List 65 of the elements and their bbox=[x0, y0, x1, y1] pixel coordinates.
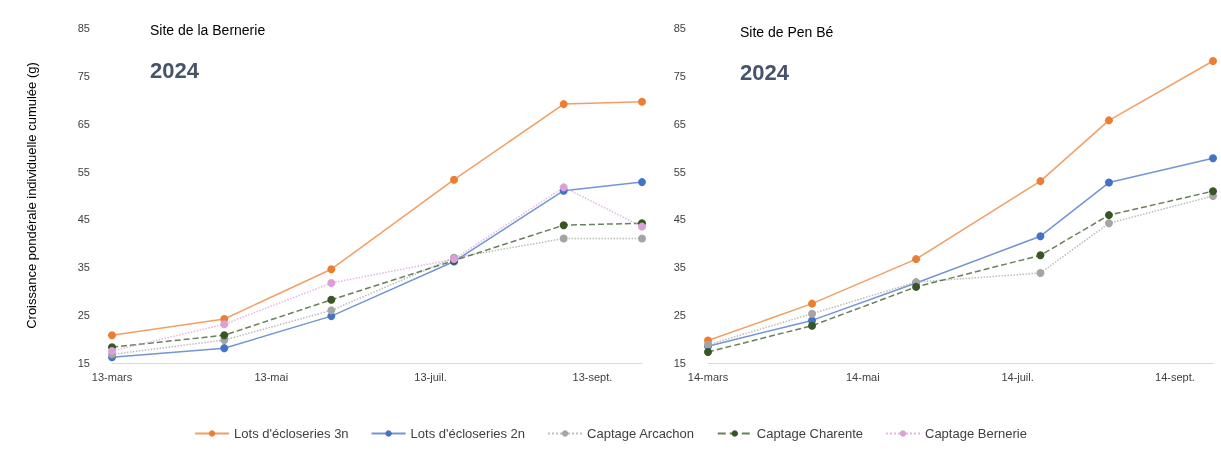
y-tick-label: 85 bbox=[77, 22, 90, 34]
text: 2024 bbox=[740, 59, 790, 85]
point bbox=[638, 178, 646, 187]
point bbox=[1209, 187, 1217, 196]
y-tick-label: 45 bbox=[77, 213, 90, 226]
legend-label: Lots d'écloseries 2n bbox=[410, 426, 526, 441]
x-tick-label: 14-sept. bbox=[1155, 370, 1195, 383]
point bbox=[808, 299, 817, 308]
y-tick-label: 35 bbox=[77, 261, 90, 274]
y-tick-label: 25 bbox=[673, 309, 686, 322]
point bbox=[1209, 154, 1217, 163]
point bbox=[327, 306, 336, 315]
y-tick-label: 45 bbox=[673, 213, 686, 226]
point bbox=[704, 347, 712, 356]
y-tick-label: 25 bbox=[77, 309, 90, 322]
y-tick-label: 75 bbox=[673, 69, 686, 82]
legend-label: Captage Charente bbox=[756, 426, 864, 441]
y-tick-label: 35 bbox=[673, 261, 686, 274]
point bbox=[559, 221, 568, 230]
point bbox=[1036, 232, 1045, 241]
y-tick-label: 85 bbox=[673, 22, 686, 34]
point bbox=[220, 320, 229, 329]
x-tick-label: 14-juil. bbox=[1001, 370, 1034, 383]
legend-label: Captage Arcachon bbox=[587, 426, 695, 441]
point bbox=[327, 279, 336, 288]
point bbox=[1036, 251, 1045, 260]
point bbox=[559, 100, 568, 109]
x-tick-label: 13-mars bbox=[91, 370, 133, 383]
y-tick-label: 75 bbox=[77, 69, 90, 82]
x-tick-label: 13-sept. bbox=[572, 370, 613, 383]
point bbox=[1104, 219, 1113, 228]
point bbox=[808, 309, 817, 318]
y-tick-label: 55 bbox=[673, 165, 686, 178]
y-axis-title: Croissance pondérale individuelle cumulée (g) bbox=[24, 62, 39, 329]
point bbox=[220, 344, 229, 353]
y-tick-label: 15 bbox=[77, 357, 90, 369]
chart-title: Site de Pen Bé bbox=[740, 24, 834, 40]
point bbox=[912, 255, 921, 264]
point bbox=[638, 234, 646, 243]
point bbox=[220, 331, 229, 340]
chart-title: Site de la Bernerie bbox=[150, 22, 266, 38]
point bbox=[1209, 57, 1217, 66]
legend-label: Lots d'écloseries 3n bbox=[234, 426, 349, 441]
y-tick-label: 55 bbox=[77, 165, 90, 178]
x-tick-label: 13-juil. bbox=[414, 370, 447, 383]
y-tick-label: 65 bbox=[77, 117, 90, 130]
text: 2024 bbox=[150, 57, 200, 83]
point bbox=[638, 97, 646, 106]
point bbox=[108, 331, 116, 340]
point bbox=[1036, 177, 1045, 186]
point bbox=[1104, 211, 1113, 220]
point bbox=[450, 175, 459, 184]
point bbox=[327, 295, 336, 304]
point bbox=[1104, 178, 1113, 187]
point bbox=[327, 265, 336, 274]
y-tick-label: 15 bbox=[673, 357, 686, 369]
point bbox=[559, 234, 568, 243]
point bbox=[1036, 269, 1045, 278]
legend-label: Captage Bernerie bbox=[925, 426, 1027, 441]
y-tick-label: 65 bbox=[673, 117, 686, 130]
x-tick-label: 14-mars bbox=[687, 370, 729, 383]
x-tick-label: 14-mai bbox=[845, 370, 880, 383]
point bbox=[808, 321, 817, 330]
x-tick-label: 13-mai bbox=[254, 370, 289, 383]
point bbox=[1104, 116, 1113, 125]
